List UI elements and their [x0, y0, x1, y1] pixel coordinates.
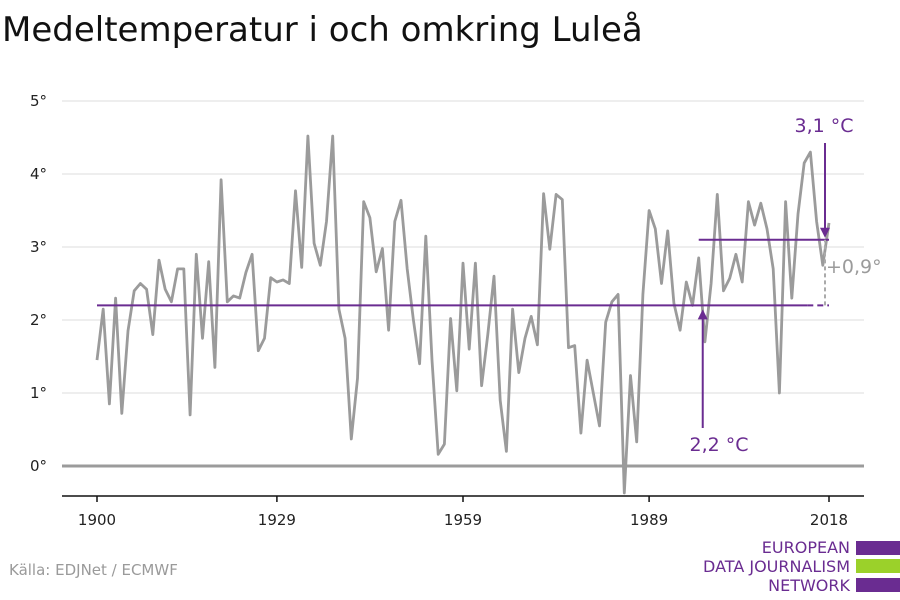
- axes: 0° 1° 2° 3° 4° 5° 1900 1929 1959 1989 2018: [30, 92, 864, 529]
- x-tick-label: 2018: [810, 511, 848, 529]
- annotation-baseline-mean: 2,2 °C: [689, 434, 748, 456]
- logo-line-3: NETWORK: [768, 576, 850, 595]
- y-tick-label: 4°: [30, 165, 47, 183]
- page-title: Medeltemperatur i och omkring Luleå: [2, 10, 643, 50]
- annotations: 3,1 °C 2,2 °C +0,9°: [97, 115, 882, 456]
- y-tick-label: 3°: [30, 238, 47, 256]
- x-tick-label: 1959: [444, 511, 482, 529]
- series-layer: [95, 134, 831, 495]
- logo-bar-2: [856, 559, 900, 573]
- logo-line-1: EUROPEAN: [761, 538, 850, 557]
- annotation-difference: +0,9°: [826, 256, 882, 278]
- x-tick-label: 1989: [630, 511, 668, 529]
- arrow-head-baseline: [697, 309, 708, 320]
- y-tick-label: 1°: [30, 384, 47, 402]
- x-tick-label: 1929: [258, 511, 296, 529]
- logo-bar-3: [856, 578, 900, 592]
- y-tick-label: 0°: [30, 457, 47, 475]
- logo-line-2: DATA JOURNALISM: [703, 557, 850, 576]
- source-note: Källa: EDJNet / ECMWF: [9, 561, 178, 579]
- logo-bar-1: [856, 541, 900, 555]
- temperature-series-line: [95, 134, 831, 495]
- y-tick-label: 2°: [30, 311, 47, 329]
- grid-lines: [62, 100, 864, 394]
- x-tick-label: 1900: [78, 511, 116, 529]
- annotation-recent-mean: 3,1 °C: [794, 115, 853, 137]
- edjnet-logo: EUROPEAN DATA JOURNALISM NETWORK: [700, 538, 900, 596]
- y-tick-label: 5°: [30, 92, 47, 110]
- arrow-head-recent: [820, 227, 830, 238]
